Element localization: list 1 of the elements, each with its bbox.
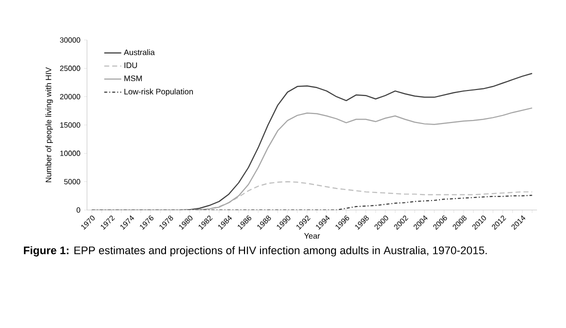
- text: Figure 1: EPP estimates and projections of HIV infection among adults in Australia, 1970-2015.: [24, 246, 487, 256]
